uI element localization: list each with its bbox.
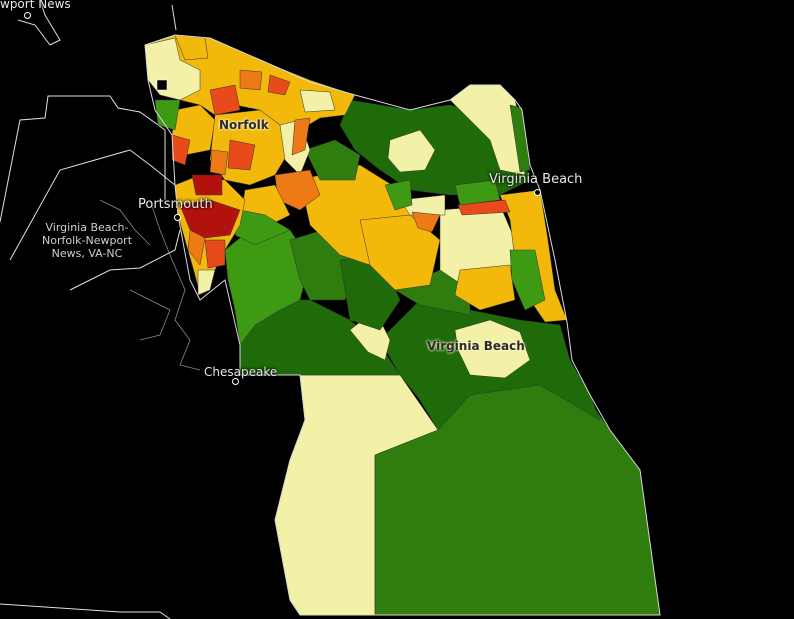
water-patch: [156, 79, 168, 91]
choropleth-regions: [144, 34, 661, 616]
virginia-beach-marker-icon: [534, 189, 541, 196]
label-newport-news: wport News: [0, 0, 71, 11]
pier-line: [171, 4, 177, 31]
label-chesapeake: Chesapeake: [204, 365, 278, 379]
newport-news-marker-icon: [24, 12, 31, 19]
boundary-lines: [0, 0, 181, 619]
label-virginia-beach-region: Virginia Beach: [427, 339, 525, 353]
label-portsmouth: Portsmouth: [138, 197, 213, 212]
label-metro-area: Virginia Beach-Norfolk-Newport News, VA-…: [41, 221, 133, 260]
city-boundary: [144, 34, 661, 616]
chesapeake-marker-icon: [232, 378, 239, 385]
label-norfolk: Norfolk: [219, 118, 269, 132]
river-lines: [99, 199, 201, 371]
portsmouth-marker-icon: [174, 214, 181, 221]
label-virginia-beach-city: Virginia Beach: [489, 172, 583, 187]
